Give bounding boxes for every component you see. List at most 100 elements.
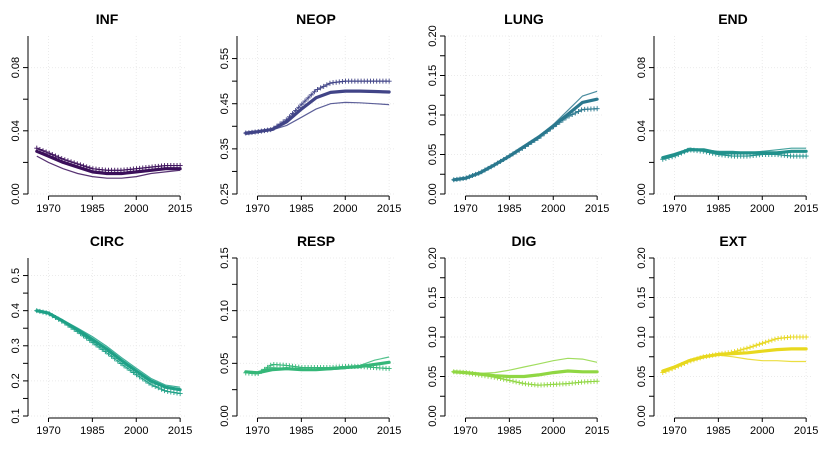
series-plus-marker bbox=[744, 345, 750, 351]
series-plus-marker bbox=[115, 358, 121, 364]
x-tick-label: 2000 bbox=[541, 203, 565, 215]
series-plus-marker bbox=[62, 157, 68, 163]
y-tick-label: 0.00 bbox=[427, 405, 439, 426]
series-plus-marker bbox=[56, 154, 62, 160]
x-tick-label: 2000 bbox=[750, 425, 774, 437]
series-main-line bbox=[244, 89, 391, 135]
y-tick-label: 0.10 bbox=[219, 300, 231, 321]
series-plus-marker bbox=[728, 349, 734, 355]
series-plus-marker bbox=[171, 389, 177, 395]
y-tick-label: 0.15 bbox=[427, 287, 439, 308]
series-plus-marker bbox=[109, 353, 115, 359]
series-main-line bbox=[35, 149, 182, 176]
series-plus-marker bbox=[155, 385, 161, 391]
series-plus-marker bbox=[566, 113, 572, 119]
series-plus-marker bbox=[504, 377, 510, 383]
x-tick-label: 2015 bbox=[377, 203, 401, 215]
y-tick-label: 0.05 bbox=[219, 353, 231, 374]
panel-title: EXT bbox=[719, 233, 747, 249]
x-tick-label: 1970 bbox=[36, 425, 60, 437]
series-plus-marker bbox=[146, 380, 152, 386]
series-plus-marker bbox=[40, 148, 46, 154]
series-plus-marker bbox=[766, 338, 772, 344]
series-plus-marker bbox=[137, 374, 143, 380]
series-plus-marker bbox=[722, 350, 728, 356]
series-plus-marker bbox=[494, 375, 500, 381]
series-plus-marker bbox=[594, 106, 600, 112]
series-plus-marker bbox=[516, 380, 522, 386]
series-plus-marker bbox=[741, 346, 747, 352]
series-plus-marker bbox=[162, 388, 168, 394]
panel-resp: RESP 0.00 0.05 0.10 0.15 1970 1985 2000 2015 bbox=[219, 233, 401, 437]
series-plus-marker bbox=[710, 150, 716, 156]
series-plus-marker bbox=[280, 119, 286, 125]
series-plus-marker bbox=[87, 165, 93, 171]
series-plus-marker bbox=[177, 163, 183, 169]
series-plus-marker bbox=[594, 378, 600, 384]
x-tick-label: 2015 bbox=[585, 425, 609, 437]
series-plus-marker bbox=[507, 378, 513, 384]
y-tick-label: 0.20 bbox=[427, 25, 439, 46]
series-plus-marker bbox=[74, 328, 80, 334]
series-thin-line bbox=[662, 354, 807, 371]
series-plus-marker bbox=[71, 326, 77, 332]
series-plus-marker bbox=[513, 379, 519, 385]
series-plus-marker bbox=[569, 111, 575, 117]
series-plus-marker bbox=[302, 98, 308, 104]
y-tick-label: 0.45 bbox=[219, 93, 231, 114]
series-plus-marker bbox=[760, 340, 766, 346]
series-thin-line bbox=[453, 90, 598, 181]
x-tick-label: 2015 bbox=[168, 203, 192, 215]
series-plus-marker bbox=[52, 153, 58, 159]
panel-neop: NEOP 0.25 0.35 0.45 0.55 1970 1985 2000 2015 bbox=[219, 11, 401, 215]
y-tick-label: 0.1 bbox=[10, 408, 22, 423]
series-plus-marker bbox=[738, 347, 744, 353]
series-plus-marker bbox=[290, 111, 296, 117]
y-tick-label: 0.55 bbox=[219, 48, 231, 69]
panel-title: INF bbox=[96, 11, 119, 27]
series-plus-marker bbox=[165, 388, 171, 394]
series-plus-marker bbox=[713, 151, 719, 157]
x-tick-label: 1985 bbox=[289, 203, 313, 215]
series-plus-marker bbox=[498, 376, 504, 382]
y-tick-label: 0.10 bbox=[427, 326, 439, 347]
series-plus-marker bbox=[324, 82, 330, 88]
series-plus-marker bbox=[769, 337, 775, 343]
panel-title: CIRC bbox=[90, 233, 124, 249]
series-plus-marker bbox=[731, 349, 737, 355]
series-plus-marker bbox=[112, 356, 118, 362]
y-tick-label: 0.15 bbox=[636, 287, 648, 308]
series-plus-marker bbox=[74, 161, 80, 167]
series-plus-marker bbox=[130, 370, 136, 376]
panel-title: RESP bbox=[297, 233, 335, 249]
series-plus-marker bbox=[268, 362, 274, 368]
series-thin-line bbox=[245, 101, 390, 135]
series-plus-marker bbox=[152, 383, 158, 389]
series-plus-marker bbox=[71, 160, 77, 166]
x-tick-label: 2000 bbox=[333, 203, 357, 215]
series-plus-marker bbox=[557, 119, 563, 125]
series-plus-marker bbox=[46, 150, 52, 156]
y-tick-label: 0.00 bbox=[636, 183, 648, 204]
series-plus-marker bbox=[90, 340, 96, 346]
series-plus-marker bbox=[299, 101, 305, 107]
x-tick-label: 1985 bbox=[497, 425, 521, 437]
series-plus-marker bbox=[84, 164, 90, 170]
series-plus-marker bbox=[140, 376, 146, 382]
series-thin-line bbox=[662, 147, 807, 159]
series-plus-marker bbox=[491, 374, 497, 380]
series-plus-marker bbox=[96, 344, 102, 350]
x-tick-label: 2015 bbox=[168, 425, 192, 437]
y-tick-label: 0.05 bbox=[636, 366, 648, 387]
series-plus-marker bbox=[43, 310, 49, 316]
series-plus-marker bbox=[43, 149, 49, 155]
series-plus-marker bbox=[386, 366, 392, 372]
x-tick-label: 2000 bbox=[333, 425, 357, 437]
series-plus-marker bbox=[750, 343, 756, 349]
x-tick-label: 1970 bbox=[662, 425, 686, 437]
y-tick-label: 0.2 bbox=[10, 373, 22, 388]
panel-ext: EXT 0.00 0.05 0.10 0.15 0.20 1970 1985 2000 2015 bbox=[636, 233, 818, 437]
series-plus-marker bbox=[469, 371, 475, 377]
series-thin-line bbox=[453, 357, 598, 374]
